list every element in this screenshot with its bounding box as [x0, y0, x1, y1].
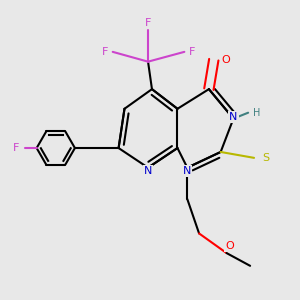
Text: O: O	[225, 241, 234, 251]
Text: F: F	[145, 18, 151, 28]
Text: S: S	[262, 153, 269, 163]
Text: H: H	[253, 108, 261, 118]
Text: N: N	[229, 112, 238, 122]
Text: F: F	[188, 47, 195, 57]
Text: N: N	[183, 166, 191, 176]
Text: F: F	[13, 143, 19, 153]
Text: F: F	[102, 47, 109, 57]
Text: O: O	[221, 55, 230, 65]
Text: N: N	[144, 166, 152, 176]
